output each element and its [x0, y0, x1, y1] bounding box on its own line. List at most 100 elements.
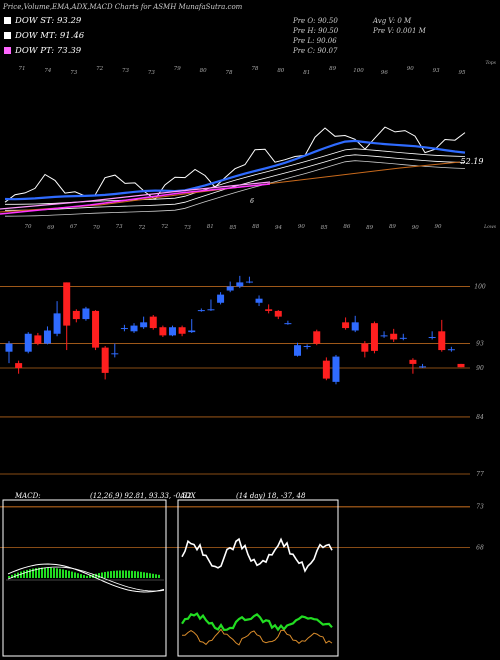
candle-body — [63, 282, 71, 326]
low-mark-label: 86 — [343, 224, 350, 230]
candle-body — [438, 331, 446, 351]
macd-histogram-bar — [134, 571, 136, 578]
macd-histogram-bar — [26, 569, 28, 578]
candle-body — [92, 310, 100, 348]
macd-histogram-bar — [140, 571, 142, 578]
price-tick-label: 93 — [476, 341, 484, 348]
ohlc-close: Pre C: 90.07 — [293, 47, 338, 55]
low-mark-label: 90 — [435, 224, 442, 230]
candle-body — [120, 328, 128, 330]
macd-histogram-bar — [29, 569, 31, 578]
macd-histogram-bar — [50, 567, 52, 578]
low-mark-label: 88 — [252, 224, 259, 230]
ohlc-open: Pre O: 90.50 — [293, 17, 338, 25]
candle-body — [15, 363, 23, 368]
low-mark-label: 72 — [161, 224, 168, 230]
candle-body — [303, 345, 311, 347]
low-mark-label: 90 — [412, 225, 419, 231]
macd-histogram-bar — [74, 572, 76, 578]
candle-body — [284, 323, 292, 325]
candle-body — [43, 330, 51, 344]
macd-histogram-bar — [8, 576, 10, 578]
candle-body — [34, 335, 42, 344]
candle-body — [178, 327, 186, 334]
macd-histogram-bar — [11, 574, 13, 578]
legend-label: DOW ST: 93.29 — [15, 16, 82, 26]
macd-histogram-bar — [95, 573, 97, 578]
macd-histogram-bar — [86, 575, 88, 578]
macd-histogram-bar — [23, 570, 25, 578]
candle-body — [399, 337, 407, 339]
ema-inner-label: 6 — [250, 198, 254, 205]
macd-histogram-bar — [122, 570, 124, 578]
macd-histogram-bar — [59, 568, 61, 578]
ema-value-label: 52.19 — [461, 157, 484, 166]
low-mark-label: 70 — [25, 224, 32, 230]
macd-signal-line — [7, 566, 165, 592]
macd-histogram-bar — [125, 570, 127, 578]
low-mark-label: 94 — [275, 225, 282, 231]
candle-body — [101, 347, 109, 373]
top-mark-label: 95 — [459, 70, 466, 76]
candle-body — [236, 282, 244, 287]
candle-body — [72, 310, 80, 320]
adx-frame — [177, 499, 339, 657]
candle-body — [159, 327, 167, 336]
price-tick-label: 90 — [476, 365, 484, 372]
macd-frame — [2, 499, 167, 657]
candle-body — [322, 360, 330, 379]
top-mark-label: 96 — [381, 70, 388, 76]
candle-body — [361, 343, 369, 352]
adx-line — [181, 537, 333, 573]
top-mark-label: 80 — [277, 68, 284, 74]
top-mark-label: 73 — [70, 70, 77, 76]
low-mark-label: 89 — [366, 225, 373, 231]
macd-histogram-bar — [110, 571, 112, 578]
low-mark-label: 70 — [93, 225, 100, 231]
macd-histogram-bar — [131, 570, 133, 578]
price-tick-label: 84 — [476, 414, 484, 421]
ema-white-line-2 — [5, 154, 466, 211]
macd-line — [7, 563, 165, 593]
candle-body — [342, 322, 350, 329]
candle-body — [255, 298, 263, 303]
top-mark-label: 79 — [174, 66, 181, 72]
legend-swatch — [4, 32, 11, 39]
candle-body — [428, 337, 436, 339]
top-mark-label: 72 — [96, 66, 103, 72]
macd-histogram-bar — [32, 568, 34, 578]
macd-histogram-bar — [71, 571, 73, 578]
macd-values: (12,26,9) 92.81, 93.33, -0.52 — [90, 492, 192, 500]
price-tick-label: 77 — [476, 471, 484, 478]
candle-body — [149, 316, 157, 329]
page-title: Price,Volume,EMA,ADX,MACD Charts for ASM… — [3, 3, 243, 11]
macd-histogram-bar — [47, 567, 49, 578]
macd-histogram-bar — [143, 572, 145, 578]
macd-histogram-bar — [155, 574, 157, 578]
candle-body — [274, 310, 282, 317]
macd-label: MACD: — [15, 492, 41, 500]
macd-histogram-bar — [38, 567, 40, 578]
price-line — [4, 126, 466, 203]
macd-histogram-bar — [41, 567, 43, 578]
macd-histogram-bar — [137, 571, 139, 578]
candle-body — [130, 325, 138, 332]
candle-body — [390, 333, 398, 340]
dow-pt-line — [0, 183, 271, 215]
top-mark-label: 89 — [329, 66, 336, 72]
candle-body — [217, 294, 225, 303]
di-plus-line — [181, 612, 333, 632]
macd-histogram-bar — [62, 569, 64, 578]
low-mark-label: 73 — [116, 224, 123, 230]
low-mark-label: 89 — [389, 224, 396, 230]
macd-histogram-bar — [107, 571, 109, 578]
top-mark-label: 78 — [251, 66, 258, 72]
legend-swatch — [4, 47, 11, 54]
top-mark-label: 90 — [407, 66, 414, 72]
top-mark-label: 74 — [44, 68, 51, 74]
candle-body — [188, 330, 196, 333]
macd-histogram-bar — [35, 568, 37, 578]
avg-volume: Avg V: 0 M — [373, 17, 412, 25]
